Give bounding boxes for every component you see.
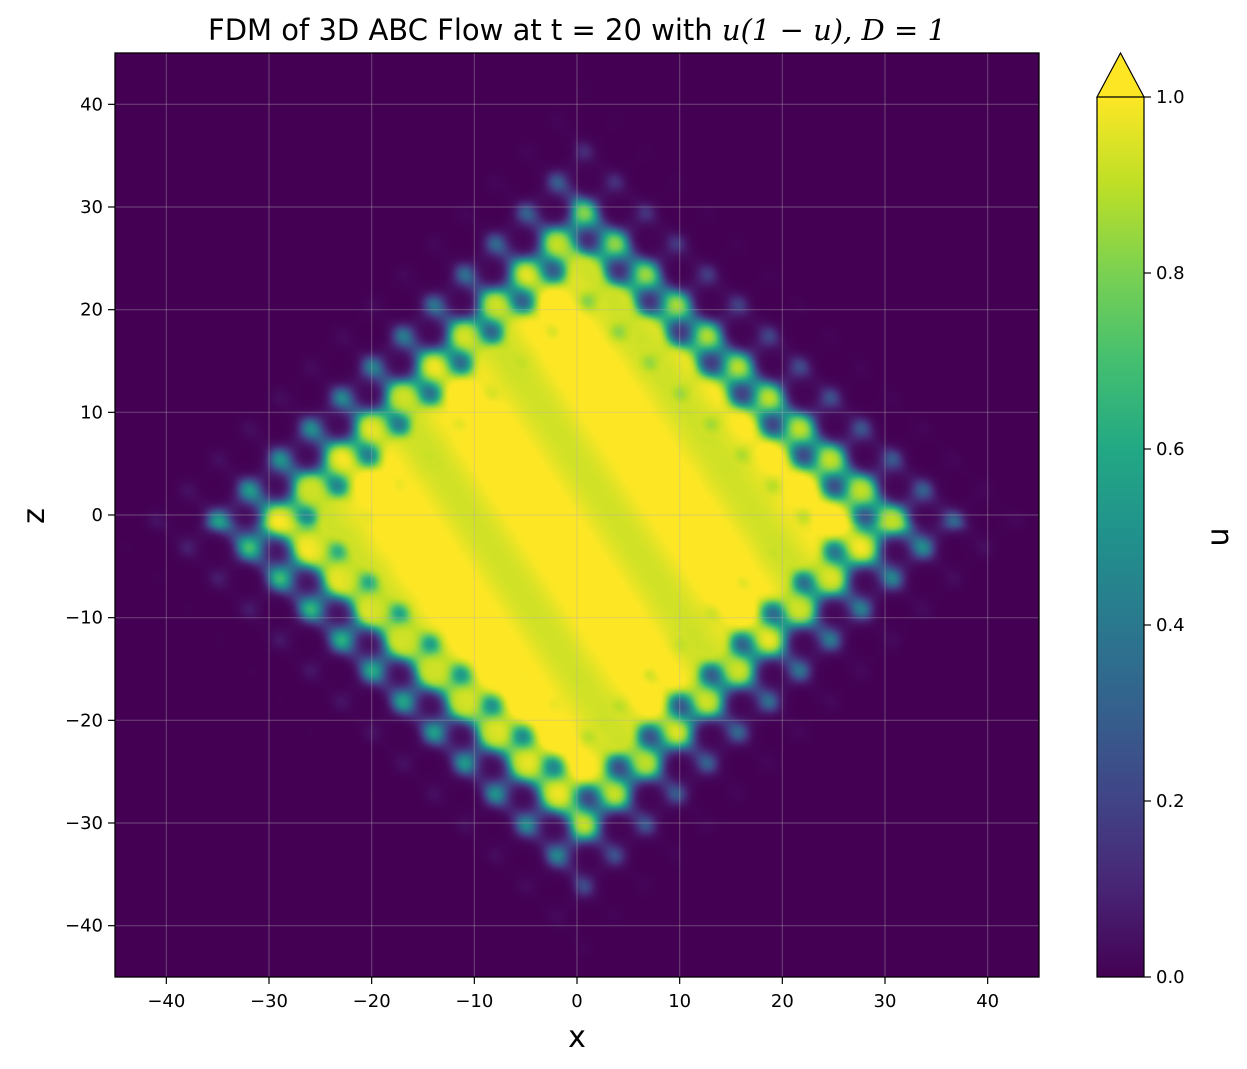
x-tick-label: 10: [668, 991, 691, 1012]
y-axis-label: z: [17, 508, 52, 524]
x-axis-label: x: [568, 1020, 586, 1055]
x-tick-label: −20: [353, 991, 391, 1012]
plot-area: [114, 52, 1040, 978]
y-tick-label: 10: [80, 402, 103, 423]
x-tick-label: 0: [571, 991, 582, 1012]
colorbar-tick-label: 1.0: [1156, 87, 1185, 108]
x-tick-label: −30: [250, 991, 288, 1012]
x-tick-label: 40: [976, 991, 999, 1012]
colorbar-extend-arrow: [1095, 51, 1146, 98]
grid-lines: [115, 53, 1039, 977]
colorbar-tick-label: 0.6: [1156, 439, 1185, 460]
y-tick-label: 30: [80, 197, 103, 218]
colorbar-label: u: [1201, 527, 1236, 546]
colorbar: 0.0 0.2 0.4 0.6 0.8 1.0 u: [1095, 51, 1236, 988]
x-tick-label: −40: [147, 991, 185, 1012]
heatmap-field: [115, 53, 1039, 977]
x-axis: −40 −30 −20 −10 0 10 20 30 40: [147, 977, 999, 1012]
colorbar-ticks: 0.0 0.2 0.4 0.6 0.8 1.0: [1144, 87, 1185, 988]
y-axis: −40 −30 −20 −10 0 10 20 30 40: [65, 94, 115, 937]
y-tick-label: −40: [65, 916, 103, 937]
chart-title: FDM of 3D ABC Flow at t = 20 with u(1 − …: [208, 13, 946, 47]
y-tick-label: −20: [65, 710, 103, 731]
colorbar-tick-label: 0.4: [1156, 615, 1185, 636]
colorbar-tick-label: 0.8: [1156, 263, 1185, 284]
colorbar-gradient: [1097, 97, 1144, 977]
y-tick-label: −30: [65, 813, 103, 834]
x-tick-label: −10: [455, 991, 493, 1012]
y-tick-label: 0: [92, 505, 103, 526]
colorbar-tick-label: 0.2: [1156, 791, 1185, 812]
x-tick-label: 20: [771, 991, 794, 1012]
y-tick-label: 40: [80, 94, 103, 115]
y-tick-label: −10: [65, 608, 103, 629]
colorbar-tick-label: 0.0: [1156, 967, 1185, 988]
y-tick-label: 20: [80, 300, 103, 321]
colorbar-frame: [1096, 97, 1145, 978]
x-tick-label: 30: [874, 991, 897, 1012]
